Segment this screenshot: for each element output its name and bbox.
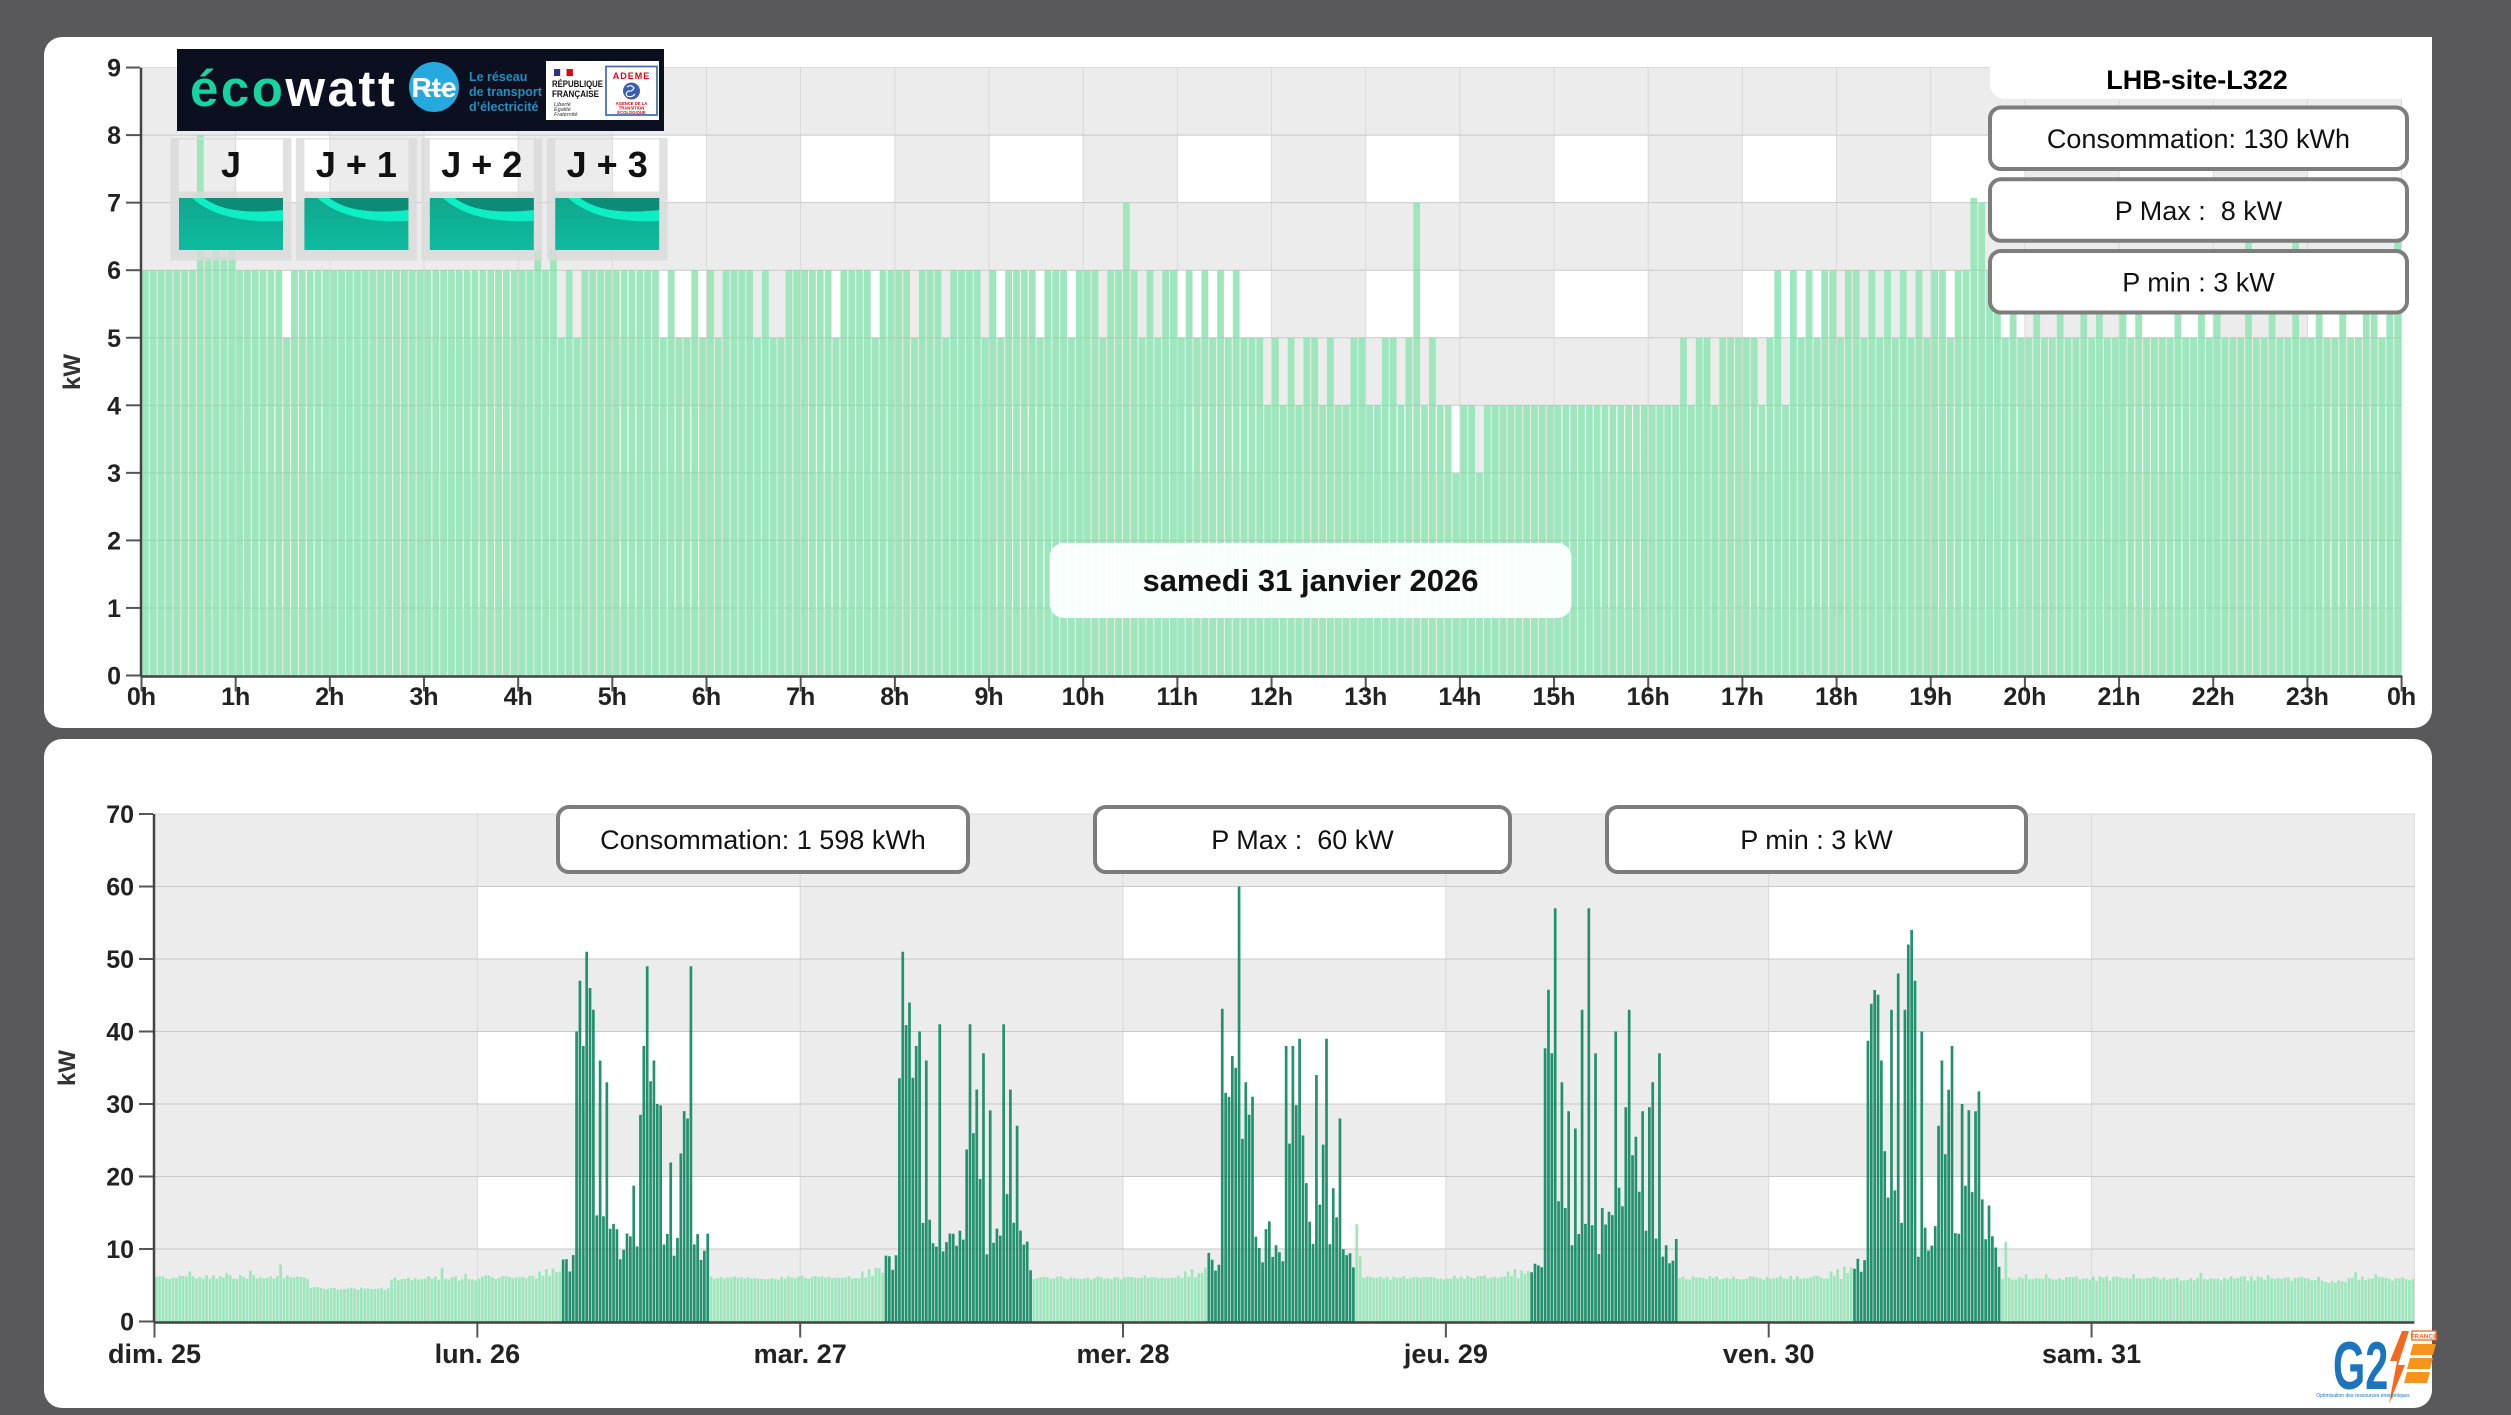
svg-text:23h: 23h	[2286, 683, 2329, 711]
svg-text:Rte: Rte	[411, 72, 456, 103]
svg-text:8: 8	[107, 122, 121, 150]
svg-text:50: 50	[106, 946, 134, 974]
svg-text:d’électricité: d’électricité	[469, 100, 539, 114]
svg-text:ÉCOLOGIQUE: ÉCOLOGIQUE	[617, 110, 646, 115]
svg-text:7: 7	[107, 190, 121, 218]
svg-text:5h: 5h	[598, 683, 627, 711]
svg-text:3: 3	[107, 460, 121, 488]
svg-text:Consommation: 130 kWh: Consommation: 130 kWh	[2047, 124, 2350, 154]
svg-text:21h: 21h	[2098, 683, 2141, 711]
svg-text:5: 5	[107, 325, 121, 353]
svg-text:12h: 12h	[1250, 683, 1293, 711]
svg-text:J + 3: J + 3	[567, 144, 648, 185]
svg-text:sam. 31: sam. 31	[2042, 1339, 2141, 1369]
svg-text:30: 30	[106, 1091, 134, 1119]
svg-text:Égalité: Égalité	[554, 106, 571, 113]
svg-text:kW: kW	[54, 1050, 81, 1086]
svg-text:P min : 3 kW: P min : 3 kW	[1740, 825, 1893, 855]
svg-text:11h: 11h	[1157, 683, 1199, 711]
svg-text:70: 70	[106, 801, 134, 829]
svg-text:lun. 26: lun. 26	[435, 1339, 521, 1369]
svg-text:P Max : 8 kW: P Max : 8 kW	[2115, 196, 2283, 226]
svg-text:4: 4	[107, 392, 121, 420]
svg-text:20: 20	[106, 1164, 134, 1192]
svg-text:mer. 28: mer. 28	[1076, 1339, 1169, 1369]
svg-text:4h: 4h	[504, 683, 533, 711]
svg-text:J + 1: J + 1	[316, 144, 397, 185]
svg-text:0h: 0h	[2387, 683, 2416, 711]
svg-text:Le réseau: Le réseau	[469, 70, 527, 84]
svg-text:FRANCE: FRANCE	[2410, 1334, 2438, 1341]
svg-text:TRANSITION: TRANSITION	[619, 106, 645, 111]
svg-text:0: 0	[120, 1309, 134, 1337]
svg-text:20h: 20h	[2003, 683, 2046, 711]
svg-text:2h: 2h	[315, 683, 344, 711]
svg-text:G2: G2	[2333, 1327, 2388, 1403]
svg-text:dim. 25: dim. 25	[108, 1339, 201, 1369]
svg-text:17h: 17h	[1721, 683, 1764, 711]
svg-text:écowatt: écowatt	[190, 60, 397, 117]
svg-text:de transport: de transport	[469, 85, 543, 99]
svg-text:jeu. 29: jeu. 29	[1403, 1339, 1488, 1369]
svg-text:FRANÇAISE: FRANÇAISE	[552, 89, 599, 99]
svg-text:1: 1	[107, 595, 121, 623]
svg-text:16h: 16h	[1627, 683, 1670, 711]
svg-text:22h: 22h	[2192, 683, 2235, 711]
svg-text:ven. 30: ven. 30	[1723, 1339, 1815, 1369]
svg-text:2: 2	[107, 527, 121, 555]
svg-text:1h: 1h	[221, 683, 250, 711]
svg-text:J + 2: J + 2	[441, 144, 522, 185]
svg-text:LHB-site-L322: LHB-site-L322	[2106, 65, 2288, 95]
svg-text:AGENCE DE LA: AGENCE DE LA	[616, 101, 648, 106]
svg-text:9h: 9h	[974, 683, 1003, 711]
svg-text:J: J	[221, 144, 241, 185]
svg-text:samedi 31 janvier 2026: samedi 31 janvier 2026	[1142, 563, 1478, 598]
svg-text:6: 6	[107, 257, 121, 285]
svg-text:7h: 7h	[786, 683, 815, 711]
svg-text:Consommation: 1 598 kWh: Consommation: 1 598 kWh	[600, 825, 926, 855]
svg-text:19h: 19h	[1909, 683, 1952, 711]
svg-text:18h: 18h	[1815, 683, 1858, 711]
svg-text:0: 0	[107, 663, 121, 691]
svg-text:13h: 13h	[1344, 683, 1387, 711]
svg-text:P min : 3 kW: P min : 3 kW	[2122, 268, 2275, 298]
svg-text:9: 9	[107, 55, 121, 83]
svg-text:mar. 27: mar. 27	[754, 1339, 847, 1369]
svg-text:14h: 14h	[1438, 683, 1481, 711]
svg-text:40: 40	[106, 1019, 134, 1047]
svg-text:10h: 10h	[1062, 683, 1105, 711]
svg-text:Fraternité: Fraternité	[554, 112, 578, 118]
svg-text:RÉPUBLIQUE: RÉPUBLIQUE	[552, 79, 603, 89]
svg-text:8h: 8h	[880, 683, 909, 711]
svg-text:P Max : 60 kW: P Max : 60 kW	[1211, 825, 1394, 855]
svg-text:60: 60	[106, 874, 134, 902]
svg-text:3h: 3h	[409, 683, 438, 711]
svg-text:6h: 6h	[692, 683, 721, 711]
svg-text:Optimisation des ressources én: Optimisation des ressources énergétiques	[2316, 1393, 2410, 1399]
svg-text:15h: 15h	[1533, 683, 1576, 711]
svg-text:Liberté: Liberté	[554, 102, 571, 108]
svg-text:ADEME: ADEME	[613, 71, 651, 81]
svg-text:0h: 0h	[127, 683, 156, 711]
svg-text:10: 10	[106, 1236, 134, 1264]
svg-text:kW: kW	[59, 354, 86, 390]
